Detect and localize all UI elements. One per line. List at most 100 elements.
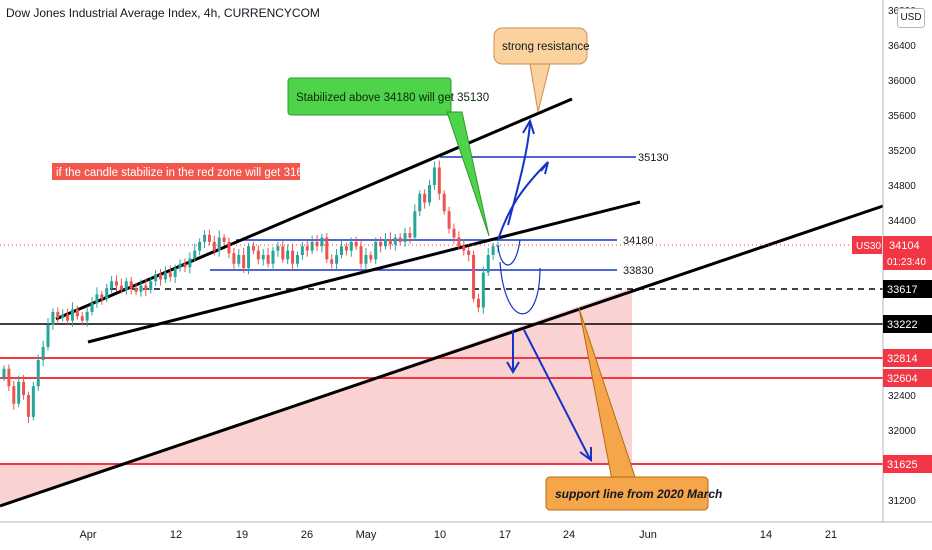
- candle-body: [222, 237, 226, 242]
- candle-body: [46, 325, 50, 347]
- axis-level-tag-31625: [883, 455, 932, 473]
- candle-body: [95, 294, 99, 304]
- projection-up-arrow-2: [507, 122, 531, 226]
- support-note: support line from 2020 March: [555, 487, 722, 501]
- candle-body: [437, 167, 441, 194]
- time-axis-tick: 17: [499, 529, 511, 541]
- candle-body: [388, 239, 392, 245]
- candle-body: [256, 250, 260, 260]
- candle-body: [139, 285, 143, 292]
- green-note-bg: [287, 77, 452, 116]
- level-label-35130: 35130: [638, 152, 669, 164]
- arrowhead-icon: [579, 447, 592, 462]
- candle-body: [467, 250, 471, 255]
- axis-level-tag-32814: [883, 349, 932, 367]
- candle-body: [364, 255, 368, 264]
- time-axis-tick: 19: [236, 529, 248, 541]
- candle-body: [173, 268, 177, 277]
- projection-dip-curve-1: [497, 239, 521, 266]
- candle-body: [354, 241, 358, 247]
- candle-body: [75, 309, 79, 317]
- candle-body: [134, 288, 138, 292]
- candle-body: [266, 255, 270, 264]
- candle-body: [183, 263, 187, 268]
- arrowhead-icon: [540, 161, 549, 175]
- time-axis-tick: 14: [760, 529, 772, 541]
- candle-body: [61, 314, 65, 318]
- candle-body: [310, 241, 314, 251]
- candle-body: [129, 281, 133, 289]
- candle-body: [472, 255, 476, 299]
- candle-body: [251, 246, 255, 251]
- candle-body: [320, 237, 324, 247]
- currency-button[interactable]: USD: [897, 8, 925, 28]
- candle-body: [85, 311, 89, 321]
- projection-up-arrow-1: [497, 161, 549, 241]
- candle-body: [276, 246, 280, 251]
- candle-body: [271, 250, 275, 264]
- axis-level-tag-text-32814: 32814: [887, 353, 918, 365]
- candle-body: [66, 314, 70, 321]
- candle-body: [178, 263, 182, 269]
- candle-body: [193, 250, 197, 259]
- axis-level-tag-33222: [883, 315, 932, 333]
- candle-body: [325, 237, 329, 260]
- candle-body: [90, 303, 94, 312]
- axis-level-tag-text-32604: 32604: [887, 373, 918, 385]
- time-axis-tick: 10: [434, 529, 446, 541]
- time-axis-tick: Apr: [79, 529, 96, 541]
- candle-body: [462, 246, 466, 251]
- candle-body: [432, 167, 436, 185]
- upper-channel-trendline: [55, 97, 573, 321]
- candle-body: [423, 193, 427, 203]
- support-trendline-2020: [0, 204, 884, 508]
- candle-body: [286, 250, 290, 260]
- candle-body: [359, 246, 363, 264]
- red-zone-note: if the candle stabilize in the red zone …: [56, 167, 316, 179]
- axis-level-tag-32604: [883, 369, 932, 387]
- time-axis-tick: 21: [825, 529, 837, 541]
- price-axis-tick: 32400: [888, 391, 916, 402]
- candle-body: [300, 246, 304, 255]
- chart-title: Dow Jones Industrial Average Index, 4h, …: [6, 6, 320, 20]
- price-axis-tick: 31200: [888, 496, 916, 507]
- candle-body: [41, 346, 45, 360]
- candle-body: [428, 185, 432, 203]
- symbol-tag: US30: [856, 241, 881, 252]
- candle-body: [418, 193, 422, 212]
- price-axis-tick: 36000: [888, 76, 916, 87]
- candle-body: [330, 259, 334, 264]
- candle-body: [281, 246, 285, 260]
- candle-body: [232, 253, 236, 264]
- level-label-34180: 34180: [623, 235, 654, 247]
- projection-dip-curve-2: [499, 261, 541, 315]
- projection-down-arrow-2: [523, 329, 591, 460]
- candle-body: [452, 228, 456, 238]
- candle-body: [261, 255, 265, 260]
- candle-body: [51, 311, 55, 325]
- candle-body: [114, 281, 118, 286]
- candle-body: [22, 381, 26, 395]
- candle-body: [119, 285, 123, 290]
- candle-body: [315, 241, 319, 247]
- candle-body: [212, 241, 216, 251]
- candle-body: [413, 211, 417, 238]
- current-price-countdown: 01:23:40: [887, 257, 926, 268]
- time-axis-tick: May: [356, 529, 377, 541]
- candle-body: [369, 255, 373, 260]
- current-price-tag-bg: [883, 236, 932, 270]
- candle-body: [476, 298, 480, 308]
- candle-body: [80, 316, 84, 321]
- candle-body: [339, 246, 343, 255]
- candle-body: [398, 237, 402, 242]
- candle-body: [149, 281, 153, 290]
- candle-body: [110, 281, 114, 289]
- level-label-33830: 33830: [623, 265, 654, 277]
- green-note: Stabilized above 34180 will get 35130: [296, 92, 489, 104]
- time-axis-tick: Jun: [639, 529, 657, 541]
- arrowhead-icon: [522, 118, 535, 135]
- candle-body: [335, 255, 339, 264]
- price-axis-tick: 32000: [888, 426, 916, 437]
- candle-body: [17, 381, 21, 404]
